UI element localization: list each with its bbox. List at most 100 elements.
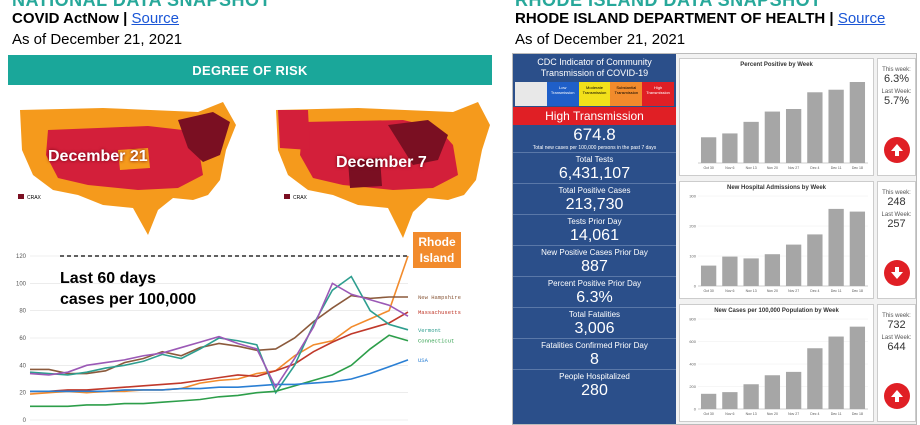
- chart-title-line2: cases per 100,000: [60, 291, 197, 308]
- bar: [828, 336, 844, 409]
- percent-positive-panel: Oct 30 Nov 6 Nov 13 Nov 20 Nov 27 Dec 4 Dec 11…: [679, 58, 874, 176]
- this-week-label: This week:: [882, 313, 911, 319]
- source-link[interactable]: Source: [131, 10, 180, 27]
- source-org: COVID ActNow |: [12, 10, 132, 27]
- bar: [785, 371, 802, 409]
- cdc-header-line2: Transmission of COVID-19: [540, 68, 649, 78]
- bar: [828, 208, 844, 286]
- as-of-date: As of December 21, 2021: [12, 31, 183, 48]
- bar: [722, 256, 738, 286]
- legend-high: High Transmission: [642, 82, 674, 106]
- cases-per-100k-value: 674.8: [573, 125, 616, 144]
- x-tick-label: Nov 27: [788, 412, 799, 416]
- stat-label: Total Fatalities: [568, 310, 621, 319]
- series-label: USA: [418, 357, 429, 364]
- source-link[interactable]: Source: [837, 10, 886, 27]
- this-week-value: 6.3%: [883, 73, 910, 85]
- series-line-connecticut: [30, 334, 409, 408]
- stat-label: Total Positive Cases: [558, 186, 631, 195]
- cdc-indicator-header: CDC Indicator of Community Transmission …: [513, 54, 676, 82]
- us-maps-svg: CRAX CRAX: [18, 102, 490, 238]
- stat-value: 213,730: [565, 196, 624, 213]
- series-label: Massachusetts: [418, 309, 461, 316]
- stat-total-tests: Total Tests 6,431,107: [513, 152, 676, 183]
- stat-total-fatalities: Total Fatalities 3,006: [513, 307, 676, 338]
- map-legend-label: CRAX: [293, 195, 308, 201]
- y-tick-label: 100: [689, 254, 696, 259]
- ri-dashboard: CDC Indicator of Community Transmission …: [512, 53, 917, 425]
- bar: [764, 111, 781, 163]
- y-tick-label: 0: [23, 418, 27, 424]
- this-week-value: 732: [887, 319, 906, 331]
- stat-value: 6,431,107: [558, 165, 631, 182]
- hospital-admissions-chart: 0 100 200 300 Oct 30 Nov 6 Nov 13 Nov 20 Nov 27 D…: [689, 194, 868, 293]
- legend-low: Low Transmission: [546, 82, 579, 106]
- ri-badge-line2: Island: [419, 251, 455, 265]
- bar: [700, 393, 717, 409]
- bar: [849, 211, 866, 286]
- map-label-december-21: December 21: [48, 148, 148, 165]
- y-tick-label: 400: [689, 362, 696, 367]
- y-tick-label: 200: [689, 224, 696, 229]
- hospital-admissions-panel: 0 100 200 300 Oct 30 Nov 6 Nov 13 Nov 20 Nov 27 D…: [679, 181, 874, 299]
- bar: [743, 384, 759, 409]
- hospital-admissions-summary: This week: 248 Last Week: 257: [877, 181, 916, 299]
- x-tick-label: Nov 6: [725, 166, 734, 170]
- x-tick-label: Dec 11: [831, 166, 842, 170]
- x-tick-label: Oct 30: [703, 412, 713, 416]
- stat-value: 14,061: [570, 227, 619, 244]
- x-tick-label: Nov 13: [746, 166, 757, 170]
- stat-value: 6.3%: [576, 289, 613, 306]
- stat-label: New Positive Cases Prior Day: [541, 248, 648, 257]
- last-week-label: Last Week:: [881, 89, 912, 95]
- ri-badge-line1: Rhode: [418, 235, 456, 249]
- bar: [743, 121, 759, 163]
- source-line: RHODE ISLAND DEPARTMENT OF HEALTH | Sour…: [515, 10, 885, 27]
- x-tick-label: Dec 4: [810, 166, 819, 170]
- y-tick-label: 20: [19, 391, 26, 397]
- bar: [722, 133, 738, 163]
- arrow-up-icon: [884, 383, 910, 409]
- x-tick-label: Nov 20: [767, 166, 778, 170]
- x-tick-label: Dec 11: [831, 289, 842, 293]
- x-tick-label: Nov 6: [725, 289, 734, 293]
- rhode-island-badge: Rhode Island: [413, 232, 461, 268]
- chart-title-line1: Last 60 days: [60, 270, 157, 287]
- stat-label: Fatalities Confirmed Prior Day: [541, 341, 648, 350]
- x-tick-label: Oct 30: [703, 166, 713, 170]
- risk-maps: CRAX CRAX December 21 December 7: [8, 90, 492, 240]
- stats-column: CDC Indicator of Community Transmission …: [513, 54, 676, 424]
- stat-label: Tests Prior Day: [567, 217, 622, 226]
- bar: [764, 375, 781, 409]
- x-tick-label: Nov 27: [788, 166, 799, 170]
- y-tick-label: 600: [689, 339, 696, 344]
- bar: [700, 137, 717, 163]
- series-label: Connecticut: [418, 338, 454, 345]
- transmission-legend: Low Transmission Moderate Transmission S…: [515, 82, 674, 106]
- this-week-label: This week:: [882, 67, 911, 73]
- arrow-up-icon: [891, 144, 903, 156]
- arrow-up-icon: [891, 390, 903, 402]
- bar: [722, 392, 738, 409]
- bar: [807, 234, 823, 286]
- map-legend-label: CRAX: [27, 195, 42, 201]
- stat-fatalities-prior-day: Fatalities Confirmed Prior Day 8: [513, 338, 676, 369]
- transmission-level-badge: High Transmission: [513, 107, 676, 125]
- chart-title: Last 60 days cases per 100,000: [60, 268, 196, 310]
- x-tick-label: Nov 27: [788, 289, 799, 293]
- snapshot-title: NATIONAL DATA SNAPSHOT: [12, 0, 271, 10]
- source-line: COVID ActNow | Source: [12, 10, 179, 27]
- new-cases-summary: This week: 732 Last Week: 644: [877, 304, 916, 422]
- source-org: RHODE ISLAND DEPARTMENT OF HEALTH |: [515, 10, 838, 27]
- legend-substantial: Substantial Transmission: [610, 82, 643, 106]
- legend-moderate: Moderate Transmission: [578, 82, 611, 106]
- series-line-rhode-island: [29, 255, 409, 395]
- national-snapshot: NATIONAL DATA SNAPSHOT COVID ActNow | So…: [8, 0, 492, 424]
- y-tick-label: 40: [19, 363, 26, 369]
- y-tick-label: 0: [694, 284, 697, 289]
- y-tick-label: 800: [689, 317, 696, 322]
- y-tick-label: 200: [689, 384, 696, 389]
- last-week-label: Last Week:: [881, 212, 912, 218]
- bar: [849, 82, 866, 163]
- rhode-island-snapshot: RHODE ISLAND DATA SNAPSHOT RHODE ISLAND …: [505, 0, 920, 425]
